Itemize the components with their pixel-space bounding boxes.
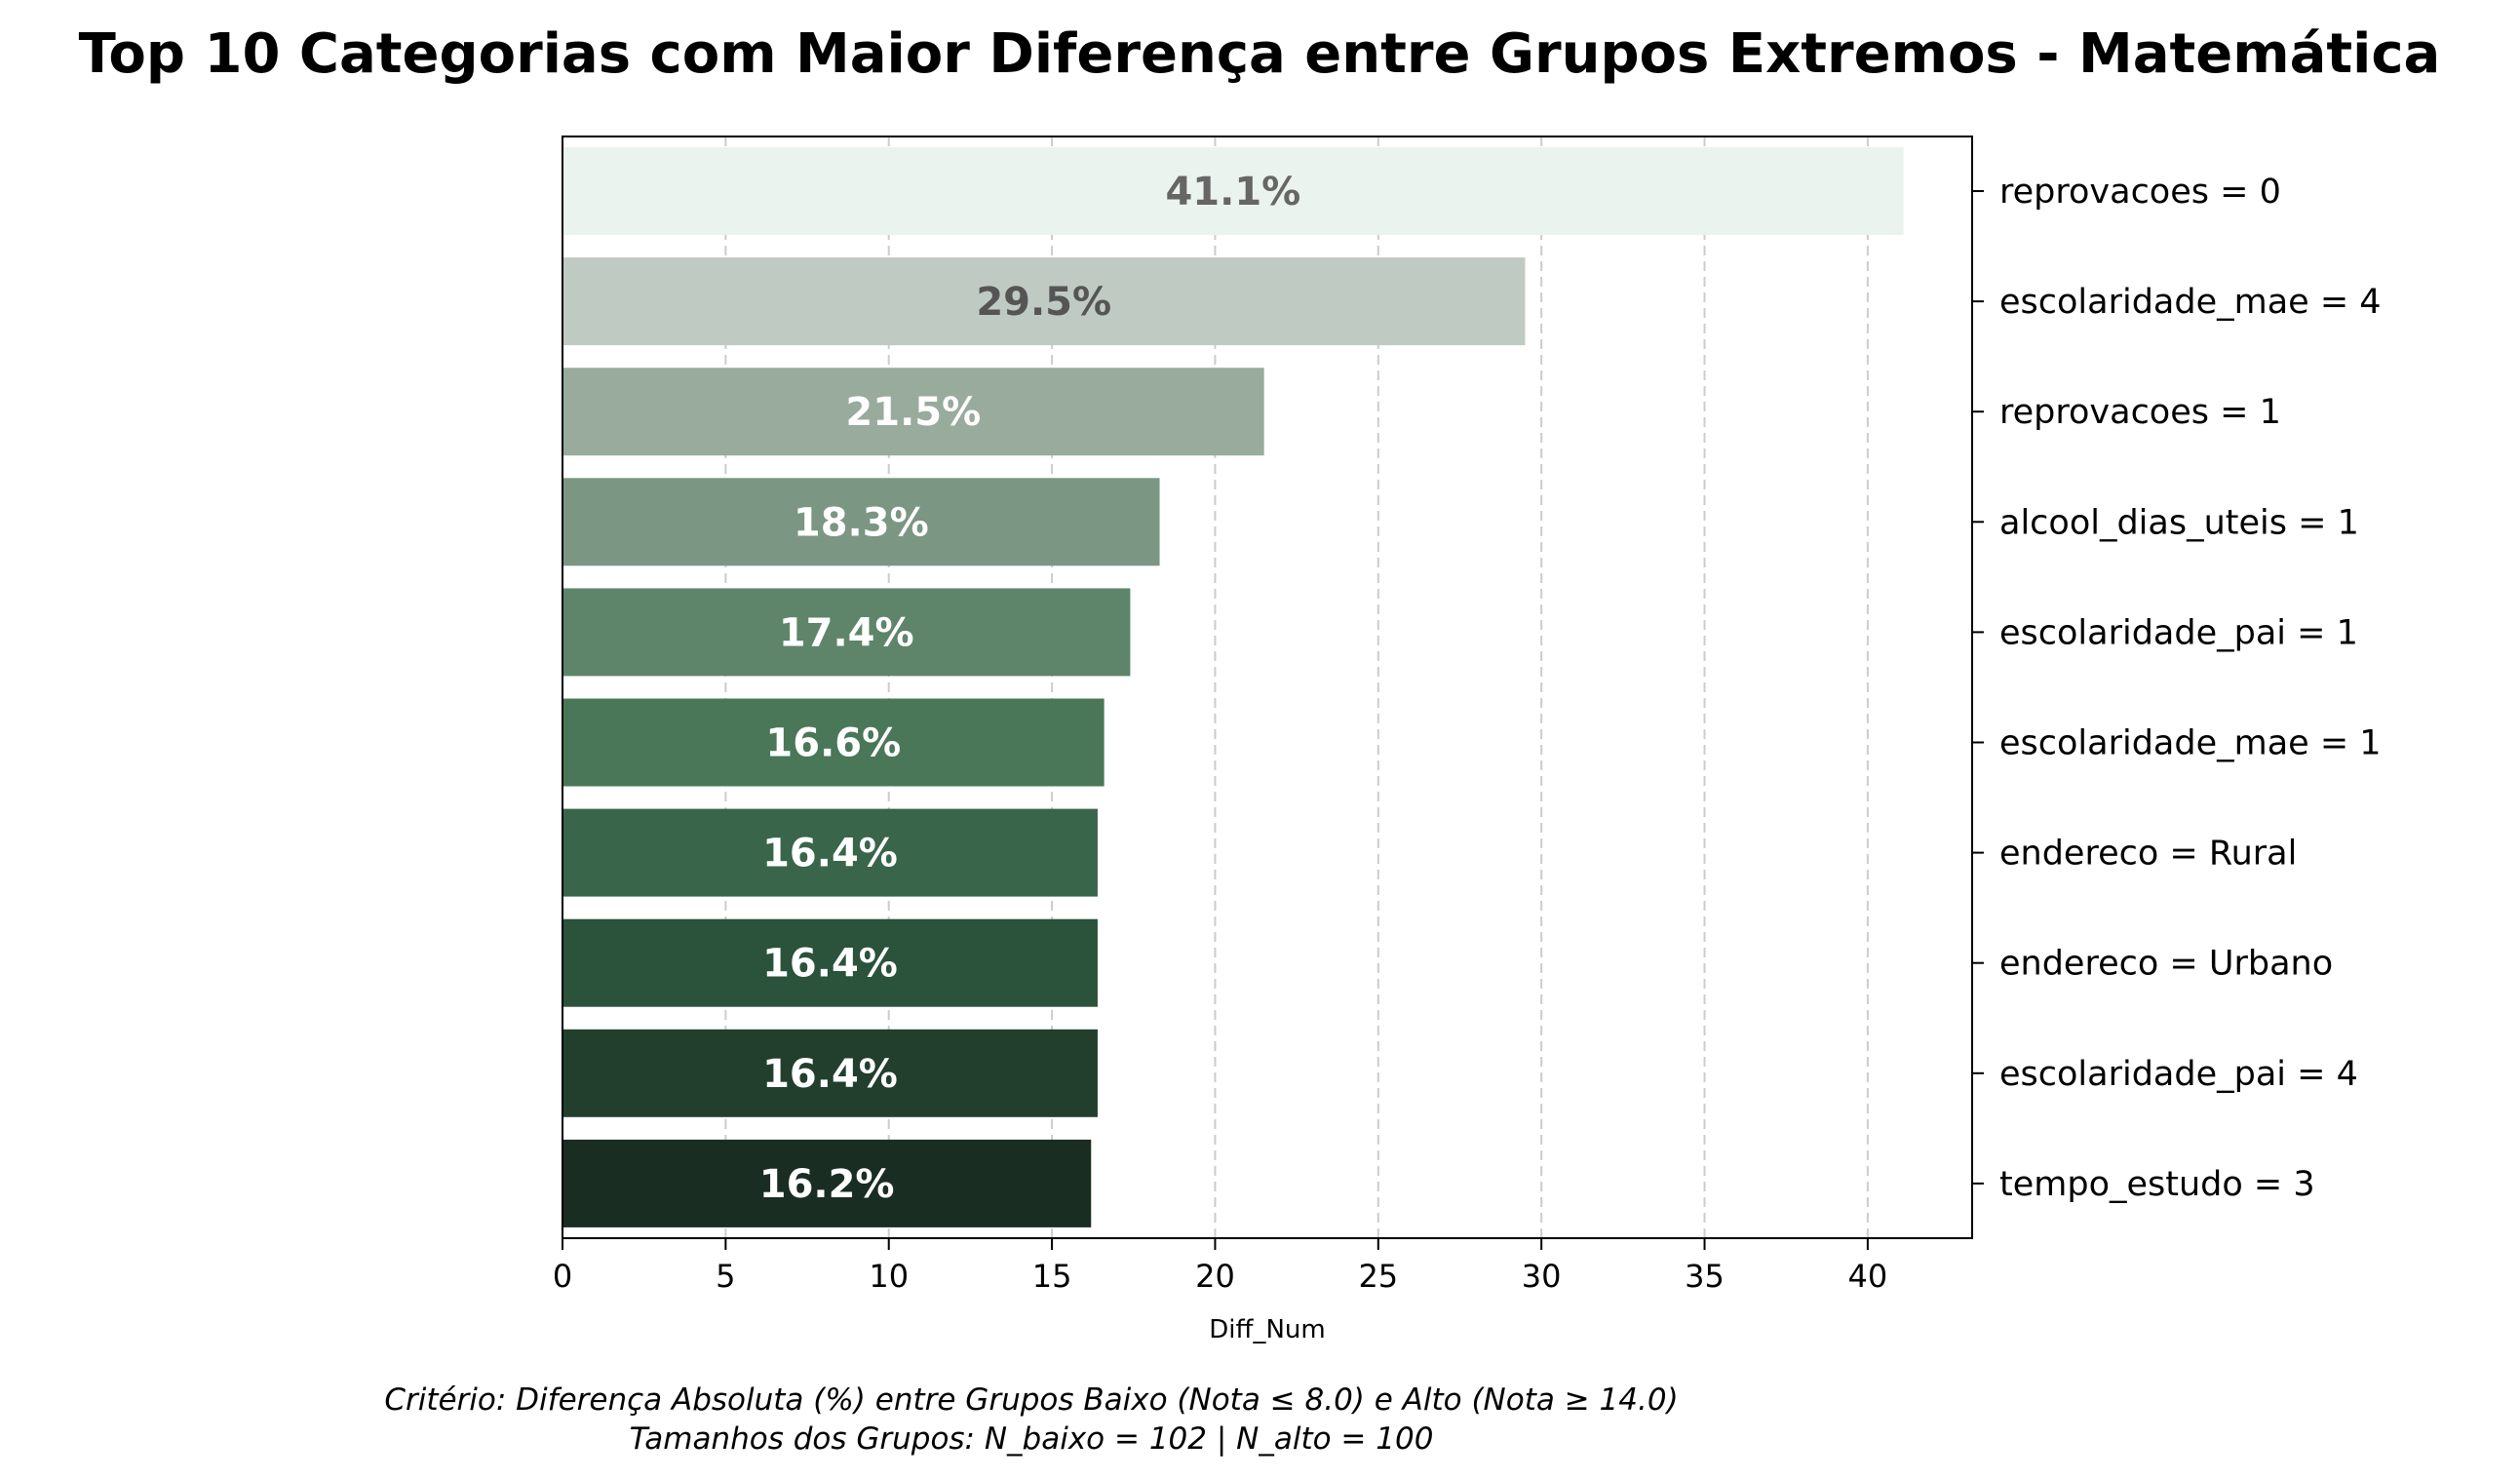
bar [562, 1029, 1098, 1117]
bar-value-label: 21.5% [845, 390, 981, 435]
bar-value-label: 41.1% [1165, 170, 1300, 214]
bar-value-label: 16.6% [765, 721, 901, 766]
category-label: reprovacoes = 0 [1999, 173, 2281, 212]
x-axis-label: Diff_Num [1209, 1315, 1325, 1344]
bar-value-label: 17.4% [779, 610, 914, 655]
bar [562, 147, 1904, 235]
bar-value-label: 16.4% [762, 832, 898, 876]
category-label: escolaridade_pai = 1 [1999, 613, 2358, 652]
y-axis-ticks: reprovacoes = 0 escolaridade_mae = 4 repro… [1972, 173, 2382, 1204]
x-tick-label: 20 [1195, 1258, 1235, 1295]
x-tick-label: 40 [1848, 1258, 1888, 1295]
footnote-line-1: Critério: Diferença Absoluta (%) entre G… [384, 1382, 1678, 1418]
x-tick-label: 30 [1522, 1258, 1562, 1295]
category-label: endereco = Rural [1999, 835, 2297, 874]
category-label: escolaridade_mae = 4 [1999, 283, 2382, 322]
x-axis-ticks: 0 5 10 15 20 25 30 35 40 [553, 1238, 1887, 1295]
category-label: endereco = Urbano [1999, 945, 2333, 984]
bar [562, 1139, 1092, 1227]
bar-value-labels: 41.1% 29.5% 21.5% 18.3% 17.4% 16.6% 16.4% 16.4%… [759, 170, 1301, 1207]
bar [562, 478, 1160, 566]
bar-value-label: 18.3% [794, 500, 929, 545]
chart-title: Top 10 Categorias com Maior Diferença en… [79, 22, 2441, 86]
bar [562, 368, 1264, 456]
bar [562, 257, 1526, 346]
bar-value-label: 16.2% [759, 1162, 895, 1207]
bar [562, 918, 1098, 1007]
bars [562, 147, 1904, 1227]
footnote-line-2: Tamanhos dos Grupos: N_baixo = 102 | N_a… [630, 1421, 1434, 1457]
category-label: escolaridade_mae = 1 [1999, 724, 2382, 763]
x-tick-label: 5 [716, 1258, 735, 1295]
x-tick-label: 0 [553, 1258, 572, 1295]
plot-frame [562, 136, 1973, 1239]
x-tick-label: 25 [1358, 1258, 1398, 1295]
x-tick-label: 35 [1685, 1258, 1725, 1295]
bar [562, 808, 1098, 897]
x-tick-label: 15 [1032, 1258, 1072, 1295]
category-label: alcool_dias_uteis = 1 [1999, 503, 2359, 542]
x-tick-label: 10 [869, 1258, 909, 1295]
category-label: reprovacoes = 1 [1999, 393, 2281, 432]
category-label: escolaridade_pai = 4 [1999, 1055, 2358, 1094]
bar [562, 698, 1105, 787]
bar-value-label: 16.4% [762, 942, 898, 987]
bar-value-label: 29.5% [976, 280, 1111, 325]
bar [562, 588, 1131, 677]
bar-value-label: 16.4% [762, 1052, 898, 1097]
category-label: tempo_estudo = 3 [1999, 1165, 2315, 1204]
